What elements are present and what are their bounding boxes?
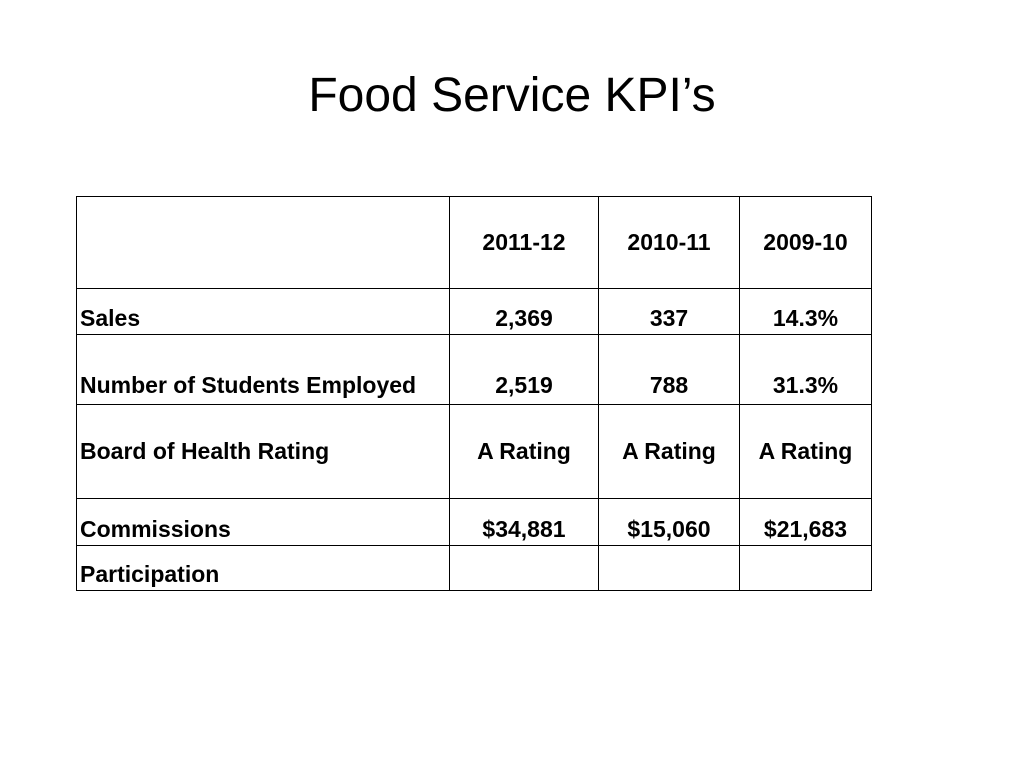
header-cell-year: 2011-12 [449,196,599,289]
table-row: Board of Health Rating A Rating A Rating… [76,404,872,499]
header-cell-empty [76,196,450,289]
table-row: Commissions $34,881 $15,060 $21,683 [76,498,872,546]
row-label: Participation [76,545,450,591]
table-row: Sales 2,369 337 14.3% [76,288,872,335]
table-cell: A Rating [739,404,872,499]
table-cell: 2,519 [449,334,599,405]
table-cell: A Rating [449,404,599,499]
table-cell: $34,881 [449,498,599,546]
table-cell: A Rating [598,404,740,499]
table-cell: 788 [598,334,740,405]
table-cell: $21,683 [739,498,872,546]
header-cell-year: 2009-10 [739,196,872,289]
table-cell [739,545,872,591]
table-cell: 2,369 [449,288,599,335]
kpi-table: 2011-12 2010-11 2009-10 Sales 2,369 337 … [76,196,872,591]
table-cell: 31.3% [739,334,872,405]
table-cell: 337 [598,288,740,335]
row-label: Commissions [76,498,450,546]
table-row: Number of Students Employed 2,519 788 31… [76,334,872,405]
row-label: Board of Health Rating [76,404,450,499]
row-label: Sales [76,288,450,335]
table-cell: $15,060 [598,498,740,546]
table-cell [449,545,599,591]
table-cell: 14.3% [739,288,872,335]
table-row: Participation [76,545,872,591]
table-header-row: 2011-12 2010-11 2009-10 [76,196,872,289]
slide-title: Food Service KPI’s [308,69,716,122]
table-cell [598,545,740,591]
row-label: Number of Students Employed [76,334,450,405]
header-cell-year: 2010-11 [598,196,740,289]
